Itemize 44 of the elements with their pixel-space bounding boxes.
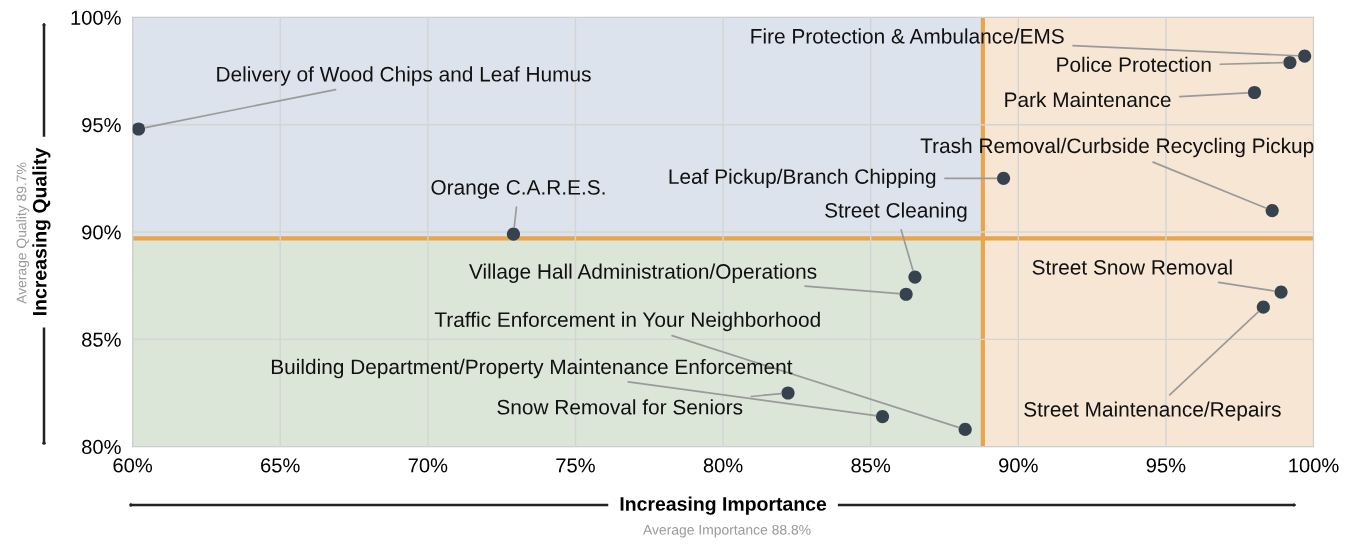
annotation: Orange C.A.R.E.S. [431, 180, 605, 199]
point [1256, 300, 1270, 314]
x-tick-label: 80% [703, 458, 743, 473]
point [958, 422, 972, 437]
x-tick-label: 85% [851, 458, 891, 473]
annotation: Street Maintenance/Repairs [1024, 401, 1281, 421]
point [908, 270, 922, 284]
annotation: Traffic Enforcement in Your Neighborhood [434, 311, 820, 332]
y-tick-label: 95% [82, 117, 121, 133]
point [1298, 49, 1312, 63]
point [996, 171, 1011, 185]
text: Average Importance 88.8% [643, 524, 811, 538]
point [899, 287, 913, 301]
y-tick-label: 85% [82, 332, 121, 347]
y-tick-label: 100% [71, 10, 121, 25]
point [875, 409, 890, 424]
text: Average Quality 89.7% [16, 162, 30, 304]
x-tick-label: 70% [408, 458, 448, 473]
x-tick-label: 95% [1146, 458, 1186, 473]
point [1283, 55, 1297, 70]
y-axis-title: Increasing Quality [32, 147, 51, 315]
y-tick-label: 80% [82, 439, 121, 455]
x-tick-label: 90% [999, 458, 1038, 473]
x-tick-label: 100% [1289, 458, 1339, 473]
x-tick-label: 65% [261, 458, 300, 473]
point [1247, 85, 1262, 100]
point [132, 122, 146, 136]
point [781, 386, 795, 400]
point [1274, 285, 1288, 299]
annotation: Building Department/Property Maintenance Enforcement [271, 358, 793, 379]
annotation: Village Hall Administration/Operations [469, 263, 817, 283]
point [506, 227, 521, 241]
point [1265, 203, 1279, 218]
x-axis-title: Increasing Importance [620, 496, 827, 515]
annotation: Leaf Pickup/Branch Chipping [669, 168, 936, 189]
annotation: Snow Removal for Seniors [497, 399, 743, 415]
annotation: Street Snow Removal [1032, 259, 1232, 275]
annotation: Street Cleaning [825, 202, 967, 222]
annotation: Park Maintenance [1005, 91, 1171, 108]
annotation: Delivery of Wood Chips and Leaf Humus [217, 66, 591, 86]
y-tick-label: 90% [82, 225, 121, 240]
x-tick-label: 75% [556, 458, 595, 473]
annotation: Police Protection [1057, 56, 1211, 73]
x-tick-label: 60% [113, 458, 153, 473]
